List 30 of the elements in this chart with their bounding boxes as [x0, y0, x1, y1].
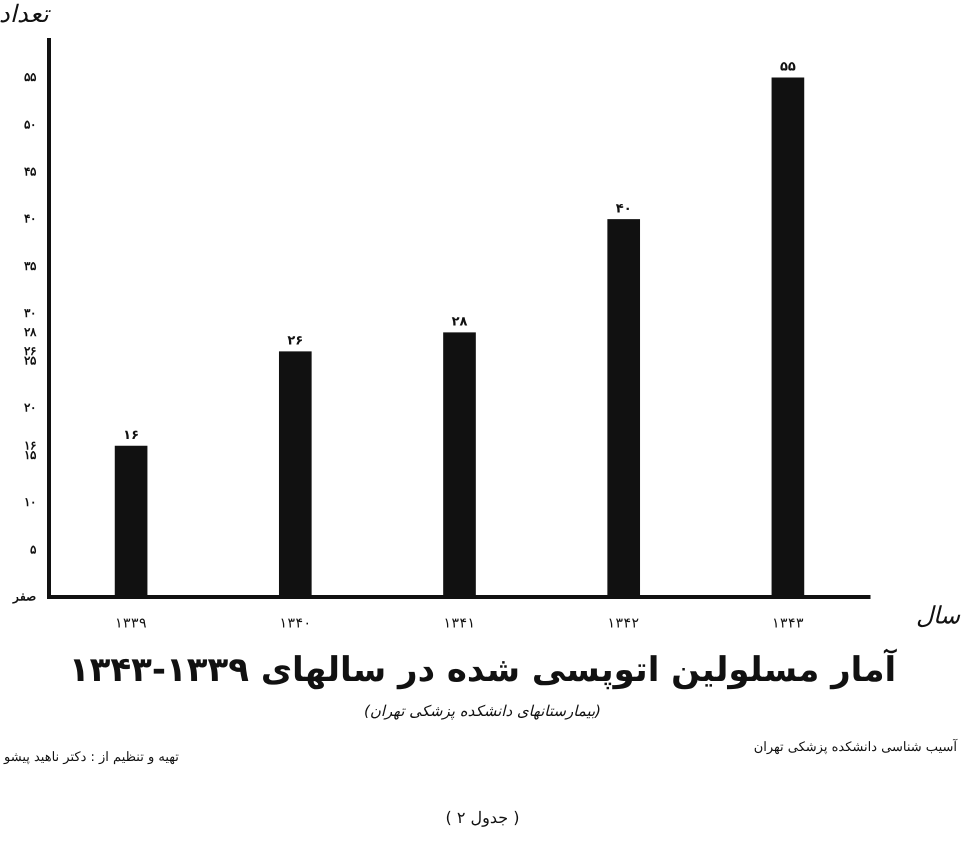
- data-label: ۲۸: [452, 314, 468, 330]
- text: (بیمارستانهای دانشکده پزشکی تهران): [362, 702, 602, 720]
- y-tick-label: ۳۵: [24, 258, 37, 273]
- y-tick-label: ۴۵: [24, 164, 37, 179]
- y-tick-label: صفر: [12, 590, 36, 605]
- text: آسیب شناسی دانشکده پزشکی تهران: [754, 740, 957, 755]
- y-tick-label: ۳۰: [24, 306, 36, 320]
- y-tick-label: ۵۰: [24, 117, 36, 132]
- x-tick-label: ۱۳۳۹: [115, 614, 148, 630]
- y-tick-label: ۲۰: [24, 400, 36, 415]
- x-tick-label: ۱۳۴۳: [772, 614, 804, 630]
- data-label: ۲۶: [287, 334, 304, 349]
- y-tick-label: ۱۰: [24, 495, 36, 510]
- text: تهیه و تنظیم از : دکتر ناهید پیشو: [4, 750, 179, 765]
- data-label: ۱۶: [123, 428, 140, 443]
- y-tick-label: ۱۶: [24, 438, 36, 452]
- y-tick-label: ۲۸: [24, 325, 37, 340]
- y-tick-label: ۲۶: [24, 344, 36, 358]
- text: آمار مسلولین اتوپسی شده در سالهای ۱۳۳۹-۱۳۴۳: [68, 650, 898, 690]
- y-tick-label: ۵۵: [24, 70, 37, 84]
- data-label: ۵۵: [780, 60, 796, 75]
- y-axis-title: تعداد: [0, 0, 51, 28]
- y-tick-label: ۵: [30, 542, 37, 556]
- x-tick-label: ۱۳۴۱: [444, 614, 476, 630]
- x-axis-title: سال: [916, 601, 961, 630]
- x-tick-label: ۱۳۴۲: [608, 614, 640, 630]
- x-tick-label: ۱۳۴۰: [279, 614, 312, 630]
- y-tick-label: ۴۰: [24, 212, 36, 226]
- data-label: ۴۰: [616, 201, 632, 216]
- text: ( جدول ۲ ): [444, 808, 520, 827]
